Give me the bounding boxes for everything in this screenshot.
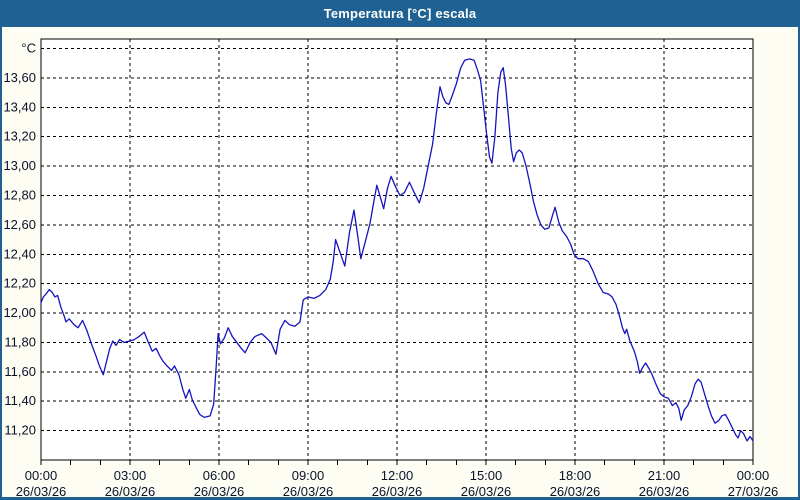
- unit-label: °C: [21, 41, 36, 56]
- x-tick-time-label: 21:00: [648, 468, 681, 483]
- y-tick-label: 12,80: [3, 187, 36, 202]
- y-tick-label: 12,20: [3, 276, 36, 291]
- y-tick-label: 13,60: [3, 70, 36, 85]
- temperature-series-line: [40, 58, 754, 442]
- title-bar[interactable]: Temperatura [°C] escala: [0, 0, 800, 27]
- x-tick-date-label: 27/03/26: [728, 484, 779, 497]
- y-tick-label: 11,80: [4, 334, 36, 349]
- y-tick-label: 12,60: [3, 217, 36, 232]
- y-tick-label: 13,40: [3, 99, 36, 114]
- y-tick-label: 13,20: [3, 129, 36, 144]
- chart-title: Temperatura [°C] escala: [323, 6, 477, 21]
- x-tick-time-label: 15:00: [470, 468, 503, 483]
- chart-area: 00:00 26/03/26 03:00 26/03/26 06:00 26/03/26 0…: [2, 27, 798, 499]
- temperature-chart: 00:0026/03/2603:0026/03/2606:0026/03/260…: [3, 38, 779, 499]
- y-tick-label: 12,40: [3, 246, 36, 261]
- x-tick-date-label: 26/03/26: [550, 484, 601, 497]
- x-tick-time-label: 12:00: [381, 468, 414, 483]
- y-tick-label: 11,60: [4, 364, 36, 379]
- x-tick-date-label: 26/03/26: [194, 484, 245, 497]
- x-tick-date-label: 26/03/26: [105, 484, 156, 497]
- x-tick-date-label: 26/03/26: [283, 484, 334, 497]
- x-tick-time-label: 09:00: [292, 468, 325, 483]
- y-tick-label: 11,40: [4, 393, 36, 408]
- x-tick-time-label: 18:00: [559, 468, 592, 483]
- x-tick-time-label: 06:00: [203, 468, 236, 483]
- x-tick-time-label: 03:00: [114, 468, 147, 483]
- y-tick-label: 13,00: [3, 158, 36, 173]
- y-tick-label: 12,00: [3, 305, 36, 320]
- x-tick-date-label: 26/03/26: [461, 484, 512, 497]
- x-tick-time-label: 00:00: [25, 468, 58, 483]
- x-tick-date-label: 26/03/26: [16, 484, 67, 497]
- x-tick-time-label: 00:00: [737, 468, 770, 483]
- x-tick-date-label: 26/03/26: [639, 484, 690, 497]
- y-tick-label: 11,20: [4, 423, 36, 438]
- x-tick-date-label: 26/03/26: [372, 484, 423, 497]
